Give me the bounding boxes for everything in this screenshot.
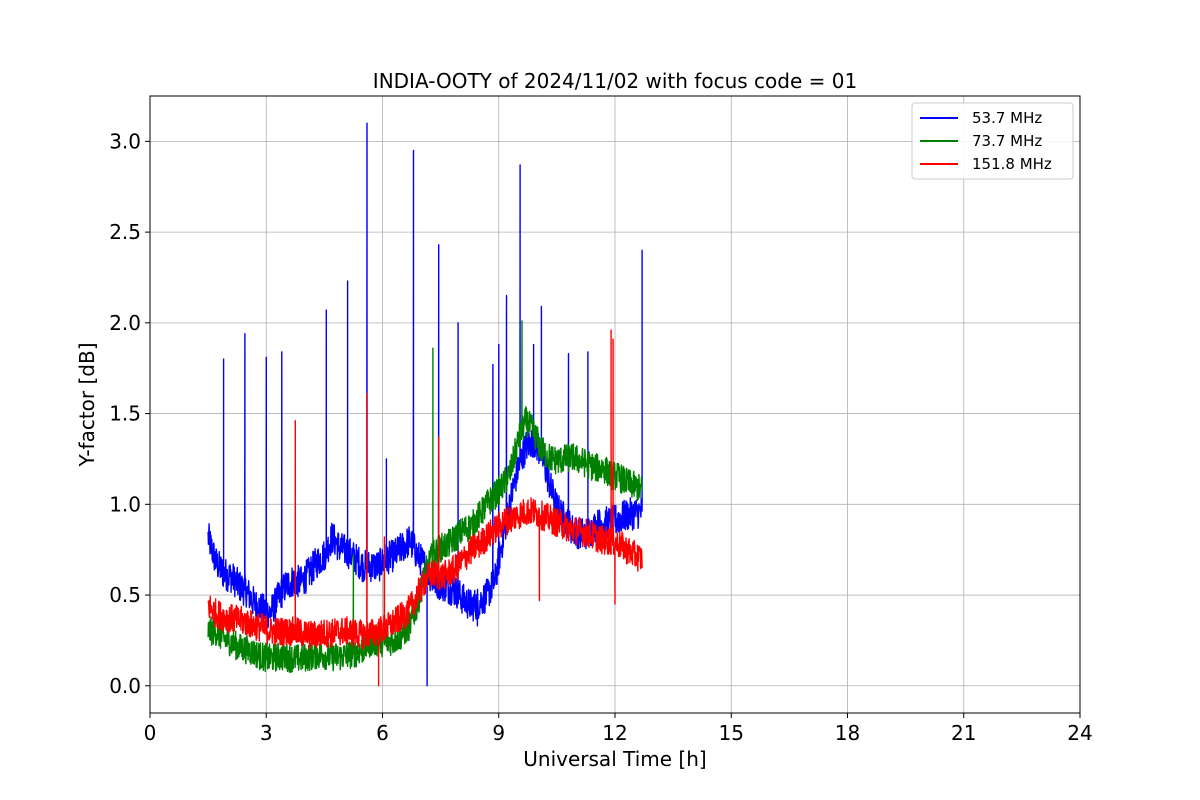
x-tick-label: 3: [260, 721, 273, 745]
y-tick-label: 0.0: [109, 674, 141, 698]
y-tick-label: 2.5: [109, 220, 141, 244]
legend-label: 73.7 MHz: [972, 132, 1042, 150]
series-lines: [207, 122, 643, 687]
axis-ticks: 0 3 6 9 12 15 18 21 24 0.0 0.5 1.0 1.5 2.0 2.5 3.0: [109, 129, 1093, 745]
chart-title: INDIA-OOTY of 2024/11/02 with focus code…: [373, 69, 857, 93]
x-tick-label: 9: [492, 721, 505, 745]
y-tick-label: 1.5: [109, 402, 141, 426]
y-tick-label: 3.0: [109, 129, 141, 153]
y-tick-label: 1.0: [109, 492, 141, 516]
x-tick-label: 0: [144, 721, 157, 745]
y-tick-label: 0.5: [109, 583, 141, 607]
legend-box: [911, 102, 1074, 180]
x-axis-label: Universal Time [h]: [523, 747, 706, 771]
x-tick-label: 6: [376, 721, 389, 745]
legend-label: 151.8 MHz: [972, 155, 1052, 173]
x-tick-label: 15: [719, 721, 744, 745]
legend-label: 53.7 MHz: [972, 109, 1042, 127]
y-axis-label: Y-factor [dB]: [75, 342, 99, 467]
series-line-3: [207, 329, 643, 687]
series-line-2: [207, 320, 643, 673]
x-tick-label: 18: [835, 721, 860, 745]
legend: 53.7 MHz 73.7 MHz 151.8 MHz: [911, 102, 1074, 180]
x-tick-label: 24: [1067, 721, 1092, 745]
y-tick-label: 2.0: [109, 311, 141, 335]
x-tick-label: 12: [602, 721, 627, 745]
x-tick-label: 21: [951, 721, 976, 745]
